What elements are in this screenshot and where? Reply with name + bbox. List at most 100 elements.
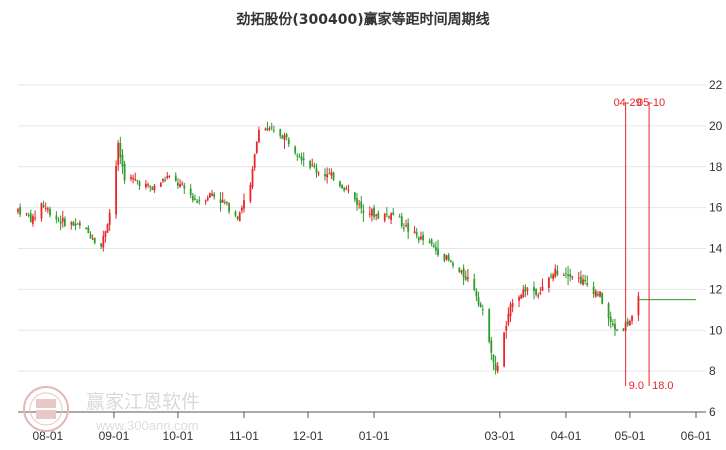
candle-body	[194, 198, 196, 200]
candle-body	[341, 185, 343, 189]
candle-body	[29, 213, 32, 223]
candle-body	[40, 203, 43, 219]
candle-body	[339, 181, 341, 186]
candle-body	[287, 139, 290, 145]
candle-body	[541, 286, 544, 291]
candle-body	[272, 129, 275, 131]
candle-body	[577, 277, 580, 279]
candle-body	[117, 142, 120, 166]
candle-body	[74, 223, 77, 226]
candle-body	[136, 180, 139, 182]
candle-body	[211, 193, 213, 196]
candle-body	[153, 185, 156, 191]
candle-body	[76, 223, 79, 225]
candle-body	[149, 186, 152, 188]
candle-body	[388, 216, 390, 218]
candle-body	[311, 164, 314, 166]
x-tick-label: 06-01	[681, 429, 712, 443]
candle-body	[383, 213, 386, 221]
candle-body	[251, 168, 254, 187]
candle-body	[183, 185, 186, 189]
candle-body	[59, 221, 62, 224]
candle-body	[629, 320, 631, 326]
candle-body	[196, 201, 198, 203]
candle-body	[91, 238, 94, 240]
chart-title: 劲拓股份(300400)赢家等距时间周期线	[235, 11, 489, 28]
candle-body	[494, 362, 497, 371]
candle-body	[236, 216, 239, 220]
y-tick-label: 16	[709, 201, 723, 215]
candle-body	[594, 291, 597, 297]
candle-body	[313, 165, 316, 168]
candle-body	[626, 320, 629, 325]
candle-body	[413, 231, 416, 234]
candle-body	[57, 219, 60, 221]
candle-body	[130, 176, 132, 179]
candle-body	[347, 190, 350, 192]
candle-body	[390, 213, 393, 220]
candle-body	[345, 188, 348, 190]
candle-body	[550, 275, 552, 277]
x-tick-label: 04-01	[551, 429, 582, 443]
candle-body	[234, 211, 237, 216]
candle-body	[138, 181, 141, 187]
candle-body	[255, 141, 258, 153]
candle-body	[518, 297, 520, 301]
candle-body	[219, 199, 222, 204]
candle-body	[526, 289, 529, 291]
candle-body	[522, 289, 525, 298]
y-tick-label: 6	[709, 405, 716, 419]
candle-body	[243, 200, 245, 209]
candle-body	[168, 175, 171, 177]
candle-body	[132, 177, 135, 180]
candle-body	[496, 365, 499, 371]
y-tick-label: 22	[709, 78, 723, 92]
candle-body	[270, 127, 273, 129]
candle-body	[64, 218, 66, 226]
candle-body	[637, 295, 640, 316]
candle-body	[481, 309, 484, 311]
candle-body	[264, 128, 267, 131]
candle-body	[488, 309, 491, 342]
watermark-url: www.300ann.com	[95, 418, 199, 433]
candle-body	[428, 241, 431, 243]
watermark-logo-icon	[23, 386, 69, 432]
candle-body	[360, 201, 363, 209]
candle-body	[330, 172, 333, 176]
candle-body	[343, 187, 346, 191]
candle-body	[189, 188, 192, 196]
candle-body	[72, 222, 75, 226]
candle-body	[445, 255, 448, 260]
candle-body	[582, 279, 584, 285]
candle-body	[458, 267, 461, 273]
candle-body	[298, 156, 301, 158]
candle-body	[25, 213, 28, 215]
candle-body	[174, 175, 177, 181]
cycle-date-label: 05-10	[637, 97, 665, 109]
candle-body	[208, 193, 211, 198]
watermark-logo-text: 赢家江恩软件	[86, 391, 200, 413]
candle-body	[586, 282, 589, 285]
candle-body	[104, 231, 107, 237]
x-tick-label: 12-01	[293, 429, 324, 443]
candle-body	[85, 227, 88, 230]
candle-body	[520, 295, 523, 299]
candle-body	[17, 209, 19, 212]
candle-body	[238, 212, 241, 222]
candle-body	[373, 207, 375, 217]
candle-body	[55, 215, 58, 220]
candle-body	[533, 287, 535, 292]
candle-body	[565, 273, 567, 275]
candle-body	[554, 268, 557, 277]
candle-body	[198, 200, 201, 202]
x-tick-label: 11-01	[229, 429, 259, 443]
candle-body	[462, 268, 465, 278]
candle-body	[281, 135, 284, 139]
candle-body	[552, 274, 555, 279]
candle-body	[503, 332, 506, 367]
candle-body	[392, 212, 395, 215]
candle-body	[405, 225, 407, 227]
x-tick-label: 01-01	[359, 429, 390, 443]
candle-body	[449, 260, 452, 262]
